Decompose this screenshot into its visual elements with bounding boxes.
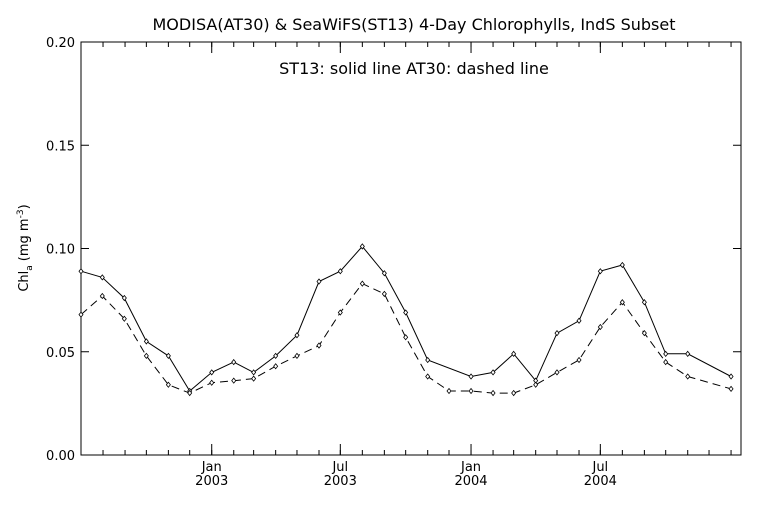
y-tick-label: 0.05 [46,346,75,361]
data-point-at30 [337,309,343,316]
data-point-st13 [209,369,215,376]
data-point-at30 [273,363,279,370]
y-label-units-superscript: -3 [16,209,26,218]
data-point-st13 [121,294,127,302]
data-point-at30 [165,381,171,388]
data-point-st13 [99,274,105,281]
x-tick-label-month: Jul [591,460,608,475]
data-point-at30 [533,381,539,388]
data-point-at30 [359,280,365,287]
data-point-at30 [576,356,582,364]
x-tick-label-month: Jan [201,460,222,475]
data-point-st13 [576,317,582,324]
data-point-at30 [490,389,496,397]
series-line-at30 [80,282,732,394]
data-point-at30 [294,352,300,360]
data-point-st13 [685,350,691,357]
data-point-st13 [619,261,625,269]
data-point-st13 [511,350,517,357]
data-point-at30 [511,389,517,397]
data-point-at30 [99,292,105,300]
plot-frame [80,41,742,456]
data-point-st13 [273,352,279,360]
data-point-at30 [619,299,625,306]
data-point-st13 [78,268,84,275]
data-point-st13 [597,268,603,275]
series-line-st13 [80,245,732,392]
data-point-st13 [231,358,237,366]
data-point-at30 [143,352,149,360]
x-tick-label-year: 2004 [454,474,487,489]
y-label-main: Chl [17,271,32,292]
data-point-at30 [231,377,237,384]
y-tick-label: 0.20 [46,36,75,51]
data-point-st13 [316,278,322,285]
series-layer [78,243,734,397]
data-point-st13 [381,270,387,277]
data-point-at30 [685,373,691,380]
data-point-at30 [187,389,193,397]
y-axis-label: Chla (mg m-3) [16,204,35,291]
data-point-at30 [597,323,603,331]
data-point-st13 [143,338,149,345]
data-point-at30 [554,369,560,376]
y-label-subscript: a [25,265,35,271]
y-axis-tick-labels: 0.00 0.05 0.10 0.15 0.20 [46,36,75,464]
x-tick-label-month: Jul [331,460,348,475]
data-point-at30 [251,375,257,382]
y-tick-label: 0.10 [46,243,75,258]
data-point-st13 [251,369,257,376]
y-label-units-open: (mg m [17,218,32,261]
data-point-st13 [641,299,647,306]
data-point-st13 [425,356,431,364]
data-point-st13 [554,330,560,337]
data-point-at30 [425,373,431,380]
x-tick-label-year: 2003 [195,474,228,489]
data-point-st13 [165,352,171,360]
data-point-at30 [209,379,215,386]
data-point-st13 [294,332,300,339]
data-point-at30 [641,330,647,337]
x-tick-label-year: 2003 [324,474,357,489]
x-tick-label-month: Jan [460,460,481,475]
legend-annotation: ST13: solid line AT30: dashed line [279,59,549,78]
data-point-st13 [468,373,474,380]
data-point-st13 [728,373,734,380]
data-point-st13 [403,309,409,316]
data-point-at30 [316,342,322,349]
data-point-st13 [337,268,343,275]
chart-title: MODISA(AT30) & SeaWiFS(ST13) 4-Day Chlor… [153,15,676,34]
data-point-at30 [728,385,734,393]
y-tick-label: 0.15 [46,139,75,154]
data-point-st13 [663,350,669,357]
y-axis-ticks [81,41,741,456]
x-axis-ticks [102,42,732,455]
data-point-st13 [490,369,496,376]
data-point-at30 [78,311,84,318]
data-point-at30 [468,387,474,395]
data-point-at30 [446,387,452,395]
data-point-st13 [359,243,365,250]
data-point-at30 [121,315,127,322]
data-point-at30 [663,358,669,366]
data-point-at30 [403,334,409,341]
y-tick-label: 0.00 [46,449,75,464]
data-point-at30 [381,290,387,298]
x-tick-label-year: 2004 [584,474,617,489]
y-label-units-close: ) [17,204,32,209]
